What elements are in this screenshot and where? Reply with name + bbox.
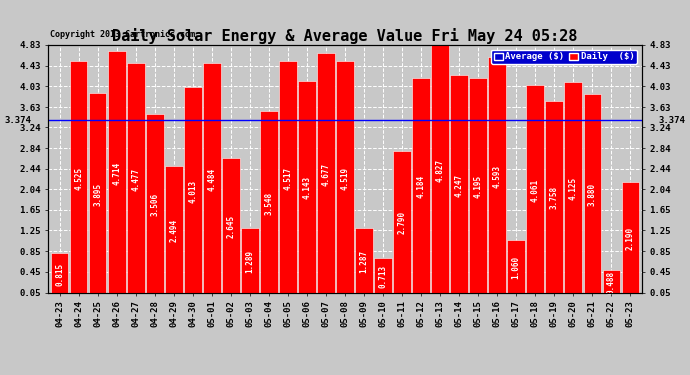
Text: 3.374: 3.374 — [659, 116, 686, 125]
Bar — [203, 63, 221, 295]
Text: 1.060: 1.060 — [512, 256, 521, 279]
Text: 3.880: 3.880 — [588, 183, 597, 206]
Text: 1.287: 1.287 — [359, 250, 368, 273]
Bar — [336, 61, 354, 295]
Bar — [374, 258, 392, 295]
Text: 4.013: 4.013 — [188, 180, 197, 203]
Text: 3.548: 3.548 — [264, 192, 273, 215]
Bar — [393, 151, 411, 295]
Bar — [489, 57, 506, 295]
Bar — [451, 75, 468, 295]
Bar — [146, 114, 164, 295]
Text: 4.247: 4.247 — [455, 174, 464, 197]
Bar — [260, 111, 277, 295]
Bar — [602, 270, 620, 295]
Bar — [507, 240, 525, 295]
Bar — [241, 228, 259, 295]
Bar — [279, 61, 297, 295]
Text: 4.477: 4.477 — [131, 168, 140, 191]
Text: 4.519: 4.519 — [340, 166, 350, 190]
Text: 4.195: 4.195 — [473, 175, 482, 198]
Bar — [127, 63, 144, 295]
Text: 3.758: 3.758 — [550, 186, 559, 209]
Text: 0.488: 0.488 — [607, 271, 615, 294]
Bar — [355, 228, 373, 295]
Text: 4.827: 4.827 — [435, 159, 444, 182]
Legend: Average ($), Daily  ($): Average ($), Daily ($) — [491, 50, 637, 64]
Bar — [469, 78, 487, 295]
Text: 2.494: 2.494 — [169, 219, 178, 242]
Text: 4.525: 4.525 — [75, 166, 83, 189]
Text: 4.184: 4.184 — [417, 175, 426, 198]
Text: 4.714: 4.714 — [112, 162, 121, 184]
Bar — [165, 166, 183, 295]
Bar — [431, 45, 449, 295]
Text: 4.484: 4.484 — [208, 168, 217, 190]
Bar — [298, 81, 316, 295]
Bar — [622, 182, 639, 295]
Text: 2.790: 2.790 — [397, 211, 406, 234]
Text: 0.713: 0.713 — [379, 265, 388, 288]
Bar — [584, 94, 601, 295]
Bar — [222, 158, 239, 295]
Text: 2.190: 2.190 — [626, 227, 635, 250]
Bar — [70, 61, 88, 295]
Bar — [526, 85, 544, 295]
Text: 3.374: 3.374 — [4, 116, 31, 125]
Bar — [317, 53, 335, 295]
Bar — [564, 81, 582, 295]
Text: 1.289: 1.289 — [246, 250, 255, 273]
Bar — [89, 93, 106, 295]
Text: 3.506: 3.506 — [150, 193, 159, 216]
Text: 4.677: 4.677 — [322, 162, 331, 186]
Text: 2.645: 2.645 — [226, 215, 235, 238]
Text: 4.125: 4.125 — [569, 177, 578, 200]
Text: 4.593: 4.593 — [493, 165, 502, 188]
Text: 3.895: 3.895 — [93, 183, 102, 206]
Bar — [108, 51, 126, 295]
Text: 4.061: 4.061 — [531, 178, 540, 201]
Text: 4.517: 4.517 — [284, 166, 293, 190]
Bar — [51, 253, 68, 295]
Text: 0.815: 0.815 — [55, 262, 64, 285]
Bar — [546, 100, 563, 295]
Bar — [184, 87, 201, 295]
Text: Copyright 2013 Cartronics.com: Copyright 2013 Cartronics.com — [50, 30, 195, 39]
Title: Daily Solar Energy & Average Value Fri May 24 05:28: Daily Solar Energy & Average Value Fri M… — [112, 28, 578, 44]
Text: 4.143: 4.143 — [302, 176, 311, 200]
Bar — [413, 78, 430, 295]
